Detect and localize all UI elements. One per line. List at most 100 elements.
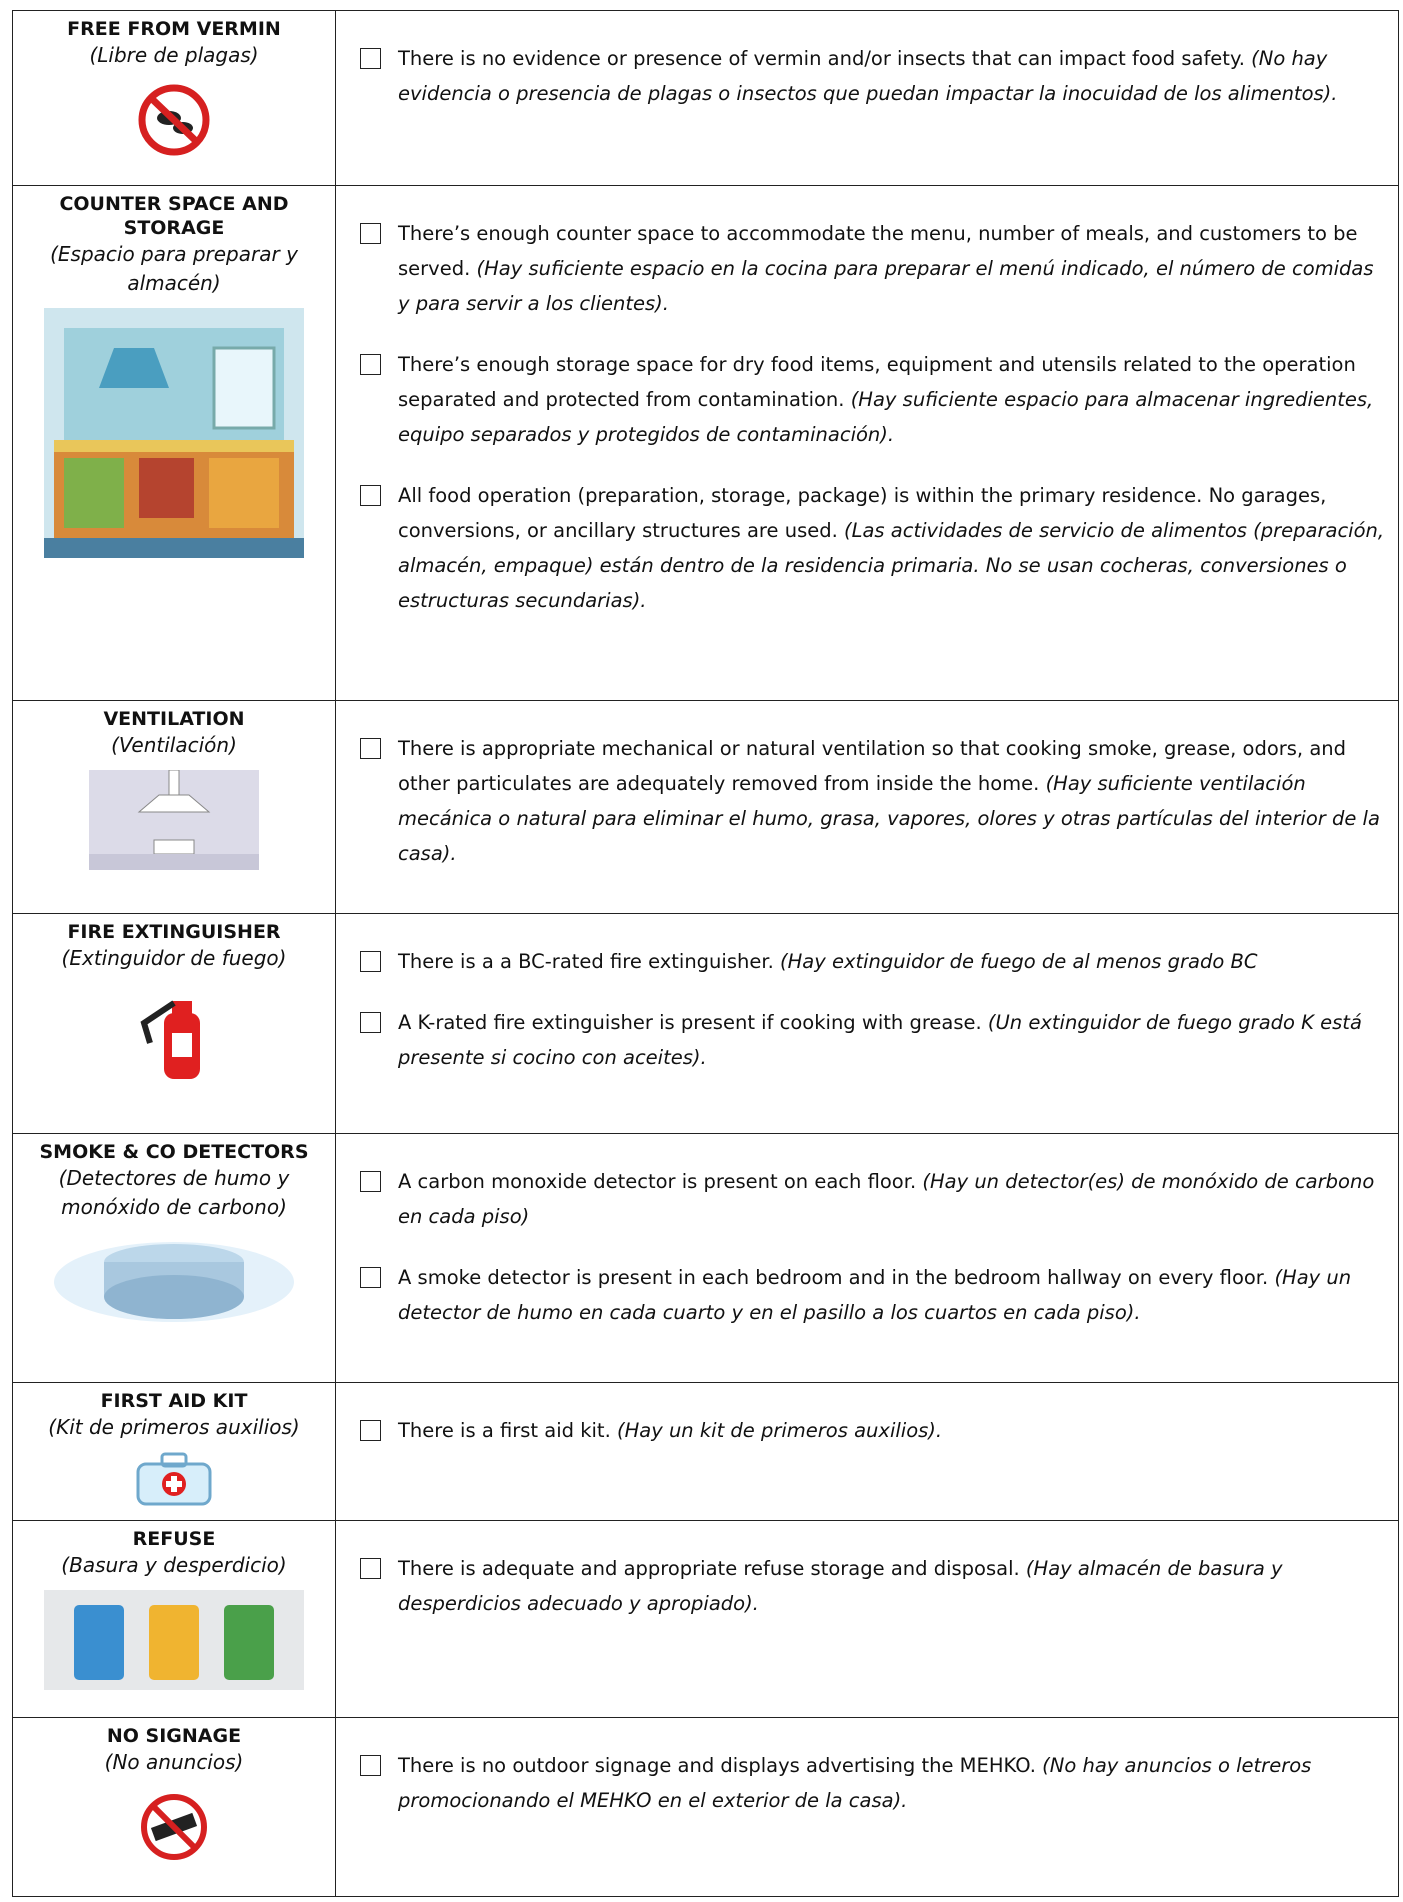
category-subtitle: (No anuncios): [104, 1750, 244, 1774]
checklist-item: There is a a BC-rated fire extinguisher.…: [360, 944, 1388, 979]
category-subtitle: (Basura y desperdicio): [61, 1553, 287, 1577]
item-text: There is no evidence or presence of verm…: [398, 47, 1245, 70]
item-text: There’s enough storage space for dry foo…: [398, 353, 1356, 411]
category-title: VENTILATION: [103, 708, 245, 730]
category-title: FIRE EXTINGUISHER: [67, 921, 281, 943]
checklist-item: There is a first aid kit. (Hay un kit de…: [360, 1413, 1388, 1448]
items-cell: There is no outdoor signage and displays…: [335, 1717, 1399, 1897]
checklist-item: A carbon monoxide detector is present on…: [360, 1164, 1388, 1234]
category-icon: [13, 80, 335, 164]
category-cell: REFUSE (Basura y desperdicio): [12, 1520, 336, 1718]
category-icon: [13, 1452, 335, 1511]
checklist-item: A K-rated fire extinguisher is present i…: [360, 1005, 1388, 1075]
checklist-item: There’s enough counter space to accommod…: [360, 216, 1388, 321]
category-subtitle: (Kit de primeros auxilios): [48, 1415, 300, 1439]
checkbox[interactable]: [360, 1171, 381, 1192]
checkbox[interactable]: [360, 1420, 381, 1441]
category-subtitle: (Espacio para preparar y almacén): [50, 242, 298, 295]
item-note: (Hay suficiente espacio en la cocina par…: [398, 257, 1374, 315]
checklist-item: All food operation (preparation, storage…: [360, 478, 1388, 618]
item-note: (Hay extinguidor de fuego de al menos gr…: [779, 950, 1258, 973]
item-note: (Hay almacén de basura y desperdicios ad…: [398, 1557, 1283, 1615]
category-title: FREE FROM VERMIN: [67, 18, 281, 40]
table-row: FREE FROM VERMIN (Libre de plagas) There i…: [12, 10, 1399, 186]
items-cell: There is a a BC-rated fire extinguisher.…: [335, 913, 1399, 1134]
item-text: There is appropriate mechanical or natur…: [398, 737, 1347, 795]
item-text: A K-rated fire extinguisher is present i…: [398, 1011, 982, 1034]
checkbox[interactable]: [360, 951, 381, 972]
category-subtitle: (Detectores de humo y monóxido de carbon…: [58, 1166, 290, 1219]
item-text: There is adequate and appropriate refuse…: [398, 1557, 1020, 1580]
category-title: SMOKE & CO DETECTORS: [39, 1141, 309, 1163]
table-row: REFUSE (Basura y desperdicio) There is ade…: [12, 1520, 1399, 1718]
table-row: VENTILATION (Ventilación) There is appropr…: [12, 700, 1399, 914]
category-icon: [13, 1232, 335, 1336]
item-note: (Hay suficiente ventilación mecánica o n…: [398, 772, 1380, 865]
item-text: A carbon monoxide detector is present on…: [398, 1170, 917, 1193]
category-icon: [13, 1590, 335, 1694]
item-text: All food operation (preparation, storage…: [398, 484, 1327, 542]
table-row: FIRE EXTINGUISHER (Extinguidor de fuego) T…: [12, 913, 1399, 1134]
items-cell: A carbon monoxide detector is present on…: [335, 1133, 1399, 1383]
checkbox[interactable]: [360, 738, 381, 759]
category-subtitle: (Ventilación): [111, 733, 237, 757]
table-row: COUNTER SPACE AND STORAGE (Espacio para p…: [12, 185, 1399, 701]
checklist-item: There is no outdoor signage and displays…: [360, 1748, 1388, 1818]
item-note: (Hay un detector de humo en cada cuarto …: [398, 1266, 1352, 1324]
items-cell: There is a first aid kit. (Hay un kit de…: [335, 1382, 1399, 1521]
category-title: NO SIGNAGE: [106, 1725, 242, 1747]
checklist-item: There is no evidence or presence of verm…: [360, 41, 1388, 111]
category-icon: [13, 983, 335, 1087]
table-row: SMOKE & CO DETECTORS (Detectores de humo …: [12, 1133, 1399, 1383]
category-cell: FREE FROM VERMIN (Libre de plagas): [12, 10, 336, 186]
checkbox[interactable]: [360, 1755, 381, 1776]
checkbox[interactable]: [360, 1558, 381, 1579]
checkbox[interactable]: [360, 223, 381, 244]
checkbox[interactable]: [360, 1267, 381, 1288]
item-text: There is a first aid kit.: [398, 1419, 611, 1442]
category-cell: COUNTER SPACE AND STORAGE (Espacio para p…: [12, 185, 336, 701]
category-title: COUNTER SPACE AND STORAGE: [59, 193, 289, 239]
category-cell: NO SIGNAGE (No anuncios): [12, 1717, 336, 1897]
checklist-table: FREE FROM VERMIN (Libre de plagas) There i…: [12, 10, 1399, 1897]
items-cell: There is appropriate mechanical or natur…: [335, 700, 1399, 914]
table-body: FREE FROM VERMIN (Libre de plagas) There i…: [12, 10, 1399, 1897]
item-note: (No hay anuncios o letreros promocionand…: [398, 1754, 1312, 1812]
items-cell: There is no evidence or presence of verm…: [335, 10, 1399, 186]
category-cell: FIRE EXTINGUISHER (Extinguidor de fuego): [12, 913, 336, 1134]
category-title: FIRST AID KIT: [100, 1390, 248, 1412]
item-text: There is no outdoor signage and displays…: [398, 1754, 1036, 1777]
checkbox[interactable]: [360, 485, 381, 506]
checklist-item: There is adequate and appropriate refuse…: [360, 1551, 1388, 1621]
item-text: A smoke detector is present in each bedr…: [398, 1266, 1269, 1289]
category-cell: VENTILATION (Ventilación): [12, 700, 336, 914]
items-cell: There’s enough counter space to accommod…: [335, 185, 1399, 701]
checkbox[interactable]: [360, 1012, 381, 1033]
items-cell: There is adequate and appropriate refuse…: [335, 1520, 1399, 1718]
table-row: FIRST AID KIT (Kit de primeros auxilios) T…: [12, 1382, 1399, 1521]
checklist-item: There’s enough storage space for dry foo…: [360, 347, 1388, 452]
checklist-item: A smoke detector is present in each bedr…: [360, 1260, 1388, 1330]
category-icon: [13, 1787, 335, 1871]
category-subtitle: (Extinguidor de fuego): [61, 946, 287, 970]
checkbox[interactable]: [360, 354, 381, 375]
category-icon: [13, 769, 335, 874]
item-note: (Hay un kit de primeros auxilios).: [616, 1419, 943, 1442]
item-note: (Hay un detector(es) de monóxido de carb…: [398, 1170, 1375, 1228]
checklist-item: There is appropriate mechanical or natur…: [360, 731, 1388, 871]
table-row: NO SIGNAGE (No anuncios) There is no outdo…: [12, 1717, 1399, 1897]
category-icon: [13, 308, 335, 562]
item-note: (Un extinguidor de fuego grado K está pr…: [398, 1011, 1362, 1069]
item-note: (Las actividades de servicio de alimento…: [398, 519, 1385, 612]
category-subtitle: (Libre de plagas): [89, 43, 259, 67]
item-text: There’s enough counter space to accommod…: [398, 222, 1358, 280]
checkbox[interactable]: [360, 48, 381, 69]
item-note: (Hay suficiente espacio para almacenar i…: [398, 388, 1374, 446]
category-title: REFUSE: [132, 1528, 216, 1550]
item-note: (No hay evidencia o presencia de plagas …: [398, 47, 1338, 105]
category-cell: FIRST AID KIT (Kit de primeros auxilios): [12, 1382, 336, 1521]
category-cell: SMOKE & CO DETECTORS (Detectores de humo …: [12, 1133, 336, 1383]
item-text: There is a a BC-rated fire extinguisher.: [398, 950, 774, 973]
